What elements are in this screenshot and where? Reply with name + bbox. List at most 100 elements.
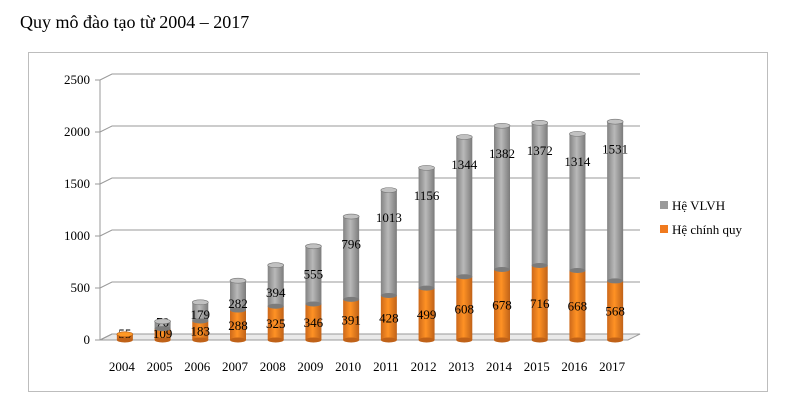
bar-base-2012 — [418, 337, 435, 343]
bar-Hệ chính quy-2013 — [456, 276, 473, 340]
bar-base-2005 — [154, 326, 171, 332]
y-tick-label: 1500 — [64, 176, 90, 191]
bar-stack-2014: 678 1382 — [489, 122, 515, 343]
data-label-Hệ chính quy-2014: 678 — [492, 298, 512, 313]
data-label-Hệ chính quy-2007: 288 — [228, 318, 248, 333]
bar-base-2014 — [494, 337, 510, 343]
bar-base-2007 — [230, 307, 246, 313]
bar-Hệ VLVH-2016 — [569, 133, 586, 271]
page-title: Quy mô đào tạo từ 2004 – 2017 — [20, 12, 250, 32]
bar-Hệ VLVH-2012 — [418, 167, 435, 289]
bar-base-2009 — [305, 337, 322, 343]
data-label-Hệ chính quy-2010: 391 — [341, 313, 361, 328]
data-label-Hệ chính quy-2009: 346 — [304, 315, 324, 330]
y-tick-label: 500 — [71, 280, 91, 295]
legend-label-Hệ VLVH: Hệ VLVH — [672, 198, 725, 213]
x-tick-label: 2017 — [599, 359, 626, 374]
bar-Hệ VLVH-2017 — [607, 121, 624, 281]
bar-cap-2008 — [267, 262, 285, 269]
gridline — [99, 73, 640, 81]
x-tick-label: 2015 — [524, 359, 550, 374]
bar-stack-2004: 55 — [116, 326, 134, 343]
axis-depth-line — [99, 333, 113, 341]
bar-stack-2009: 346 555 — [304, 243, 324, 343]
x-tick-label: 2011 — [373, 359, 399, 374]
bar-base-2006 — [192, 337, 209, 343]
bar-stack-2012: 499 1156 — [414, 165, 440, 343]
bar-base-2011 — [380, 292, 397, 298]
x-tick-label: 2009 — [297, 359, 323, 374]
bar-cap-2013 — [455, 134, 473, 140]
bar-Hệ chính quy-2014 — [494, 269, 510, 340]
data-label-Hệ chính quy-2016: 668 — [568, 298, 588, 313]
bar-stack-2008: 325 394 — [266, 262, 286, 343]
bar-cap-2017 — [606, 118, 624, 125]
bar-Hệ chính quy-2017 — [607, 280, 624, 340]
bar-Hệ chính quy-2011 — [380, 295, 397, 340]
bar-stack-2015: 716 1372 — [527, 120, 553, 343]
bar-Hệ VLVH-2011 — [380, 190, 397, 296]
bar-cap-2004 — [116, 331, 134, 338]
data-label-Hệ chính quy-2013: 608 — [455, 301, 475, 316]
bar-cap-2011 — [380, 187, 398, 193]
bar-cap-2010 — [342, 213, 360, 220]
data-label-Hệ chính quy-2012: 499 — [417, 307, 437, 322]
data-label-Hệ chính quy-2006: 183 — [191, 323, 211, 338]
data-label-Hệ VLVH-2009: 555 — [304, 266, 324, 281]
bar-Hệ chính quy-2009 — [305, 304, 322, 340]
data-label-Hệ VLVH-2007: 282 — [228, 296, 248, 311]
data-label-Hệ VLVH-2012: 1156 — [414, 188, 440, 203]
chart-floor — [99, 333, 641, 341]
data-label-Hệ VLVH-2006: 179 — [191, 307, 211, 322]
data-label-Hệ VLVH-2011: 1013 — [376, 210, 402, 225]
legend: Hệ VLVH Hệ chính quy — [660, 198, 743, 237]
bar-stack-2011: 428 1013 — [376, 187, 402, 343]
bar-base-2015 — [531, 263, 548, 269]
x-tick-label: 2008 — [260, 359, 286, 374]
x-tick-label: 2013 — [448, 359, 474, 374]
x-tick-label: 2012 — [411, 359, 437, 374]
bar-stack-2017: 568 1531 — [602, 118, 628, 343]
bar-Hệ chính quy-2015 — [531, 265, 548, 340]
x-tick-label: 2007 — [222, 359, 249, 374]
bar-Hệ chính quy-2007 — [230, 310, 246, 340]
bar-Hệ VLVH-2008 — [267, 265, 284, 307]
bar-base-2008 — [267, 337, 284, 343]
data-label-Hệ VLVH-2013: 1344 — [451, 157, 478, 172]
x-tick-label: 2016 — [561, 359, 588, 374]
bar-base-2012 — [418, 285, 435, 291]
chart-frame — [28, 52, 768, 392]
data-label-Hệ VLVH-2015: 1372 — [527, 143, 553, 158]
x-tick-label: 2004 — [109, 359, 136, 374]
gridline — [99, 177, 640, 185]
data-label-Hệ chính quy-2008: 325 — [266, 316, 286, 331]
gridline — [99, 125, 640, 133]
y-tick-label: 0 — [84, 332, 91, 347]
bar-base-2008 — [267, 303, 284, 309]
gridline — [99, 281, 640, 289]
bar-base-2009 — [305, 301, 322, 307]
gridlines — [99, 73, 641, 341]
y-tick-label: 2000 — [64, 124, 90, 139]
bar-cap-2005 — [154, 318, 171, 325]
x-tick-label: 2014 — [486, 359, 513, 374]
x-tick-label: 2010 — [335, 359, 361, 374]
bar-Hệ chính quy-2016 — [569, 270, 586, 340]
data-label-Hệ chính quy-2015: 716 — [530, 296, 550, 311]
bar-base-2016 — [569, 337, 586, 343]
bar-stack-2005: 10970 — [153, 315, 172, 343]
bar-Hệ chính quy-2005 — [154, 328, 171, 340]
bar-base-2016 — [569, 268, 586, 274]
data-label-Hệ VLVH-2010: 796 — [341, 237, 361, 252]
bar-base-2017 — [607, 278, 624, 284]
bar-base-2007 — [230, 337, 246, 343]
gridline — [99, 229, 640, 237]
bar-base-2015 — [531, 337, 548, 343]
data-label-Hệ VLVH-2014: 1382 — [489, 146, 515, 161]
bar-base-2013 — [456, 337, 473, 343]
bar-base-2017 — [607, 337, 624, 343]
bar-base-2004 — [116, 337, 133, 343]
bar-cap-2007 — [229, 277, 247, 284]
